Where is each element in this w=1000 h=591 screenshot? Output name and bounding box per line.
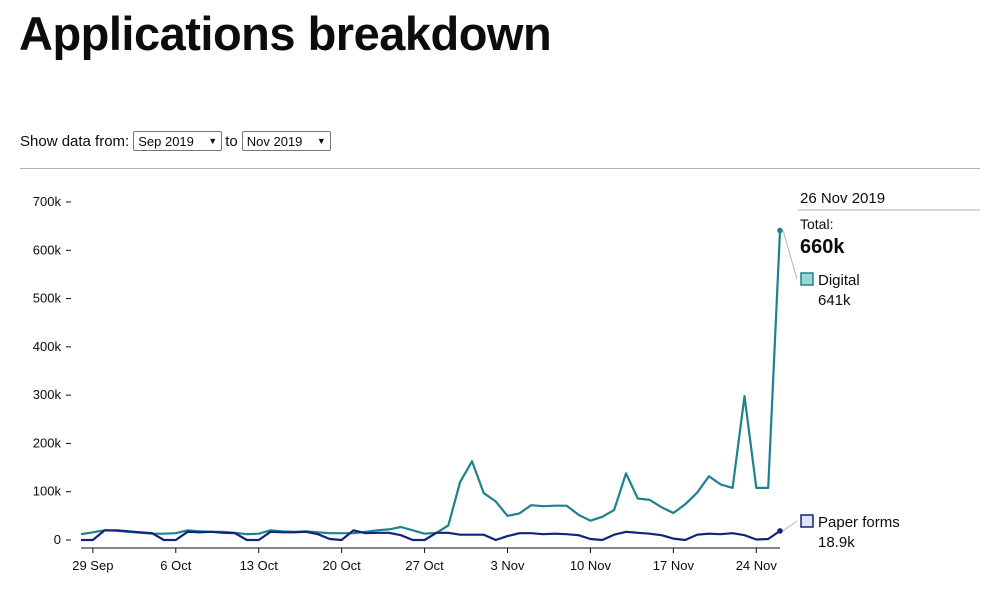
x-tick-label: 10 Nov — [570, 558, 612, 573]
x-tick-label: 24 Nov — [736, 558, 778, 573]
legend-label-paper-forms: Paper forms — [818, 514, 900, 531]
tooltip-total-value: 660k — [800, 236, 845, 258]
y-tick-label: 500k — [33, 291, 62, 306]
tooltip-total-label: Total: — [800, 216, 833, 232]
legend-label-digital: Digital — [818, 272, 860, 289]
x-tick-label: 3 Nov — [491, 558, 525, 573]
x-tick-label: 27 Oct — [405, 558, 444, 573]
section-divider — [20, 168, 980, 169]
y-axis: 0 100k 200k 300k 400k 500k 600k 700k — [33, 194, 71, 547]
to-month-select[interactable]: Nov 2019 ▼ — [241, 131, 331, 151]
dropdown-arrow-icon: ▼ — [208, 136, 218, 146]
legend-value-digital: 641k — [818, 292, 851, 309]
to-month-value: Nov 2019 — [246, 133, 303, 149]
series-end-marker — [777, 227, 783, 234]
legend-leader-line — [782, 520, 798, 532]
series-line-paper-forms — [81, 529, 781, 542]
series-lines — [80, 227, 783, 542]
y-tick-label: 0 — [54, 532, 61, 547]
date-range-filter: Show data from: Sep 2019 ▼ to Nov 2019 ▼ — [20, 131, 331, 151]
y-tick-label: 400k — [33, 339, 62, 354]
x-axis: 29 Sep 6 Oct 13 Oct 20 Oct 27 Oct 3 Nov 10 Nov… — [72, 547, 780, 573]
tooltip-date: 26 Nov 2019 — [800, 190, 885, 207]
y-tick-label: 700k — [33, 194, 62, 209]
y-tick-label: 200k — [33, 435, 62, 450]
legend-leader-line — [782, 230, 798, 280]
date-range-label: Show data from: — [20, 132, 130, 150]
x-tick-label: 13 Oct — [240, 558, 279, 573]
x-tick-label: 17 Nov — [653, 558, 695, 573]
page-title: Applications breakdown — [19, 7, 552, 60]
x-tick-label: 20 Oct — [322, 558, 361, 573]
series-end-marker — [777, 528, 783, 534]
to-label: to — [225, 132, 238, 150]
dropdown-arrow-icon: ▼ — [316, 136, 326, 146]
legend-swatch-digital — [800, 272, 814, 286]
x-tick-label: 29 Sep — [72, 558, 113, 573]
from-month-select[interactable]: Sep 2019 ▼ — [133, 131, 223, 151]
x-tick-label: 6 Oct — [160, 558, 191, 573]
legend-swatch-paper-forms — [800, 514, 814, 528]
legend-layer: 26 Nov 2019 Total: 660k Digital 641k Pap… — [782, 190, 980, 551]
series-line-digital — [80, 230, 782, 536]
legend-value-paper-forms: 18.9k — [818, 534, 855, 551]
y-tick-label: 600k — [33, 242, 62, 257]
from-month-value: Sep 2019 — [138, 133, 194, 149]
y-tick-label: 100k — [33, 484, 62, 499]
y-tick-label: 300k — [33, 387, 62, 402]
